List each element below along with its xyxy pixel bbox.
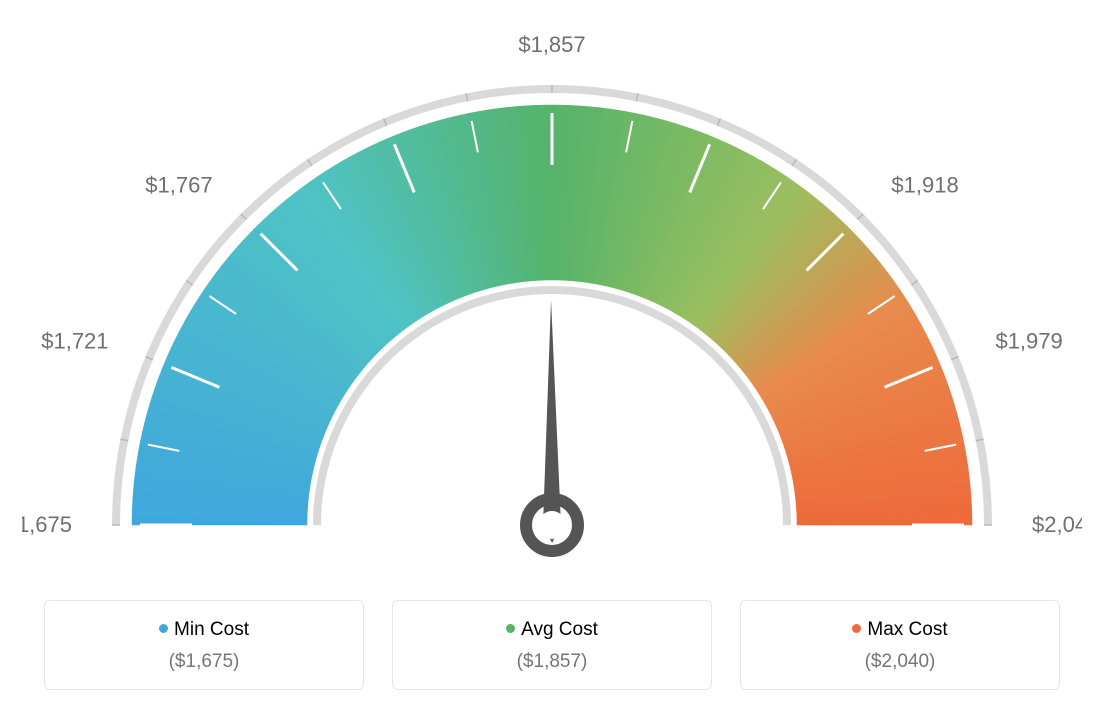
svg-text:$1,918: $1,918: [891, 173, 958, 198]
legend-min-value: ($1,675): [55, 651, 353, 673]
dot-max: [852, 624, 861, 633]
gauge-svg: $1,675 $1,721 $1,767 $1,857 $1,918 $1,979 $2,0…: [22, 20, 1082, 580]
legend-avg-value: ($1,857): [403, 651, 701, 673]
svg-text:$1,767: $1,767: [145, 173, 212, 198]
legend-max-value: ($2,040): [751, 651, 1049, 673]
legend-max-title: Max Cost: [751, 619, 1049, 641]
legend-avg-title: Avg Cost: [403, 619, 701, 641]
svg-text:$1,979: $1,979: [995, 328, 1062, 353]
dot-min: [159, 624, 168, 633]
legend-min-title: Min Cost: [55, 619, 353, 641]
svg-text:$1,857: $1,857: [518, 32, 585, 57]
legend-min-title-text: Min Cost: [174, 619, 249, 640]
svg-text:$2,040: $2,040: [1032, 512, 1082, 537]
gauge-chart: $1,675 $1,721 $1,767 $1,857 $1,918 $1,979 $2,0…: [20, 20, 1084, 580]
legend-row: Min Cost ($1,675) Avg Cost ($1,857) Max …: [20, 600, 1084, 690]
svg-text:$1,675: $1,675: [22, 512, 72, 537]
legend-card-max: Max Cost ($2,040): [740, 600, 1060, 690]
svg-text:$1,721: $1,721: [41, 328, 108, 353]
legend-avg-title-text: Avg Cost: [521, 619, 598, 640]
dot-avg: [506, 624, 515, 633]
legend-max-title-text: Max Cost: [867, 619, 947, 640]
legend-card-min: Min Cost ($1,675): [44, 600, 364, 690]
legend-card-avg: Avg Cost ($1,857): [392, 600, 712, 690]
